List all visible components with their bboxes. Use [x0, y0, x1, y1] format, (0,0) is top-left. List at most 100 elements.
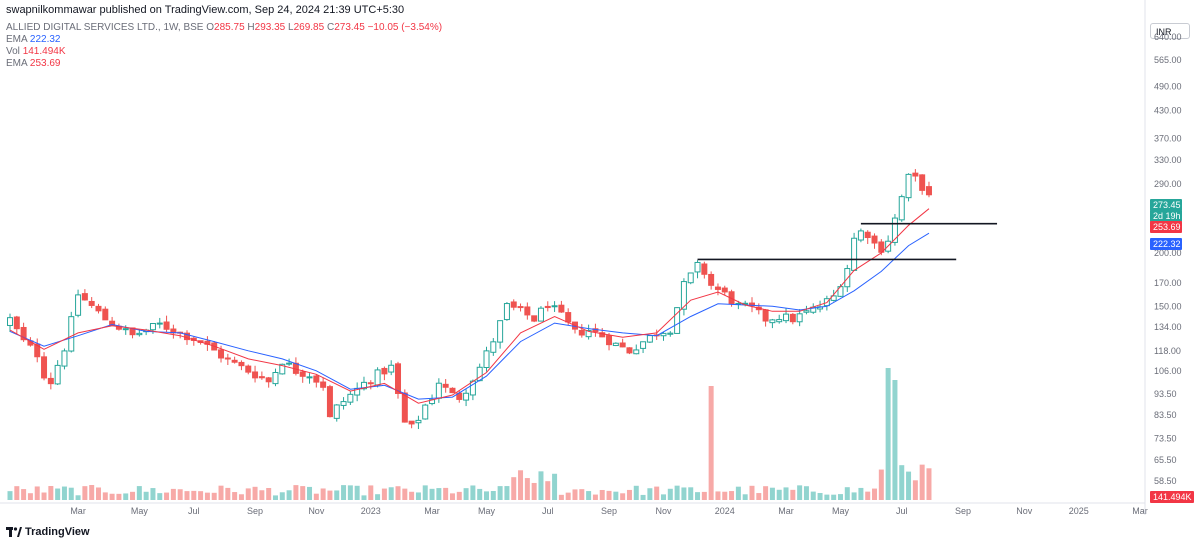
volume-bar	[68, 487, 74, 500]
volume-bar	[95, 487, 101, 500]
currency-selector[interactable]: INR	[1150, 23, 1190, 39]
volume-bar	[415, 492, 421, 500]
legend-ema-slow-label: EMA	[6, 58, 28, 69]
tradingview-logo-text: TradingView	[25, 526, 90, 538]
candle	[612, 342, 619, 347]
volume-bar	[518, 470, 524, 500]
candle	[544, 301, 551, 312]
candle	[95, 303, 102, 314]
volume-bar	[769, 487, 775, 500]
volume-bar	[837, 494, 843, 500]
candle	[388, 360, 395, 376]
volume-bar	[579, 489, 585, 500]
volume-bar	[613, 491, 619, 500]
y-tick-label: 134.00	[1154, 322, 1182, 332]
x-tick-label: May	[131, 506, 149, 516]
volume-bar	[477, 488, 483, 500]
candle	[905, 173, 912, 202]
volume-bar	[89, 485, 95, 500]
candle	[224, 353, 231, 366]
candle	[265, 376, 272, 388]
candle	[898, 194, 905, 222]
x-axis[interactable]: Mar May Jul Sep Nov 2023 Mar May Jul Sep Nov 2024 Ma…	[0, 502, 1148, 516]
y-tick-label: 118.00	[1154, 346, 1181, 356]
candle	[299, 369, 306, 383]
ema-slow-line	[9, 208, 930, 404]
legend-ema-slow-row[interactable]: EMA 253.69	[6, 58, 442, 70]
candle	[170, 324, 177, 339]
candle	[497, 320, 504, 349]
x-tick-label: 2024	[715, 506, 735, 516]
volume-bar	[300, 486, 306, 500]
y-axis[interactable]: 640.00 565.00 490.00 430.00 370.00 330.00 290.…	[1144, 0, 1182, 515]
volume-bar	[919, 464, 925, 500]
candle	[483, 346, 490, 372]
countdown-badge: 2d 19h	[1150, 210, 1182, 222]
candle	[34, 338, 41, 363]
candle	[333, 404, 340, 422]
volume-bar	[470, 485, 476, 500]
legend-symbol: ALLIED DIGITAL SERVICES LTD., 1W, BSE	[6, 22, 204, 33]
candle	[347, 391, 354, 405]
candle	[149, 323, 156, 334]
tradingview-logo-icon	[6, 527, 22, 538]
legend-ema-fast-value: 222.32	[29, 34, 61, 45]
candle	[381, 366, 388, 381]
legend-high-value: 293.35	[254, 22, 286, 33]
candle	[891, 214, 898, 246]
y-tick-label: 565.00	[1154, 55, 1182, 65]
volume-bar	[170, 488, 176, 500]
candle	[320, 377, 327, 391]
volume-bar	[191, 490, 197, 500]
volume-bar	[143, 491, 149, 500]
candle	[667, 331, 674, 337]
legend-low-value: 269.85	[293, 22, 325, 33]
volume-bar	[225, 487, 231, 500]
volume-bar	[375, 494, 381, 500]
y-tick-label: 430.00	[1154, 106, 1182, 116]
volume-bar	[21, 489, 27, 500]
volume-bar	[831, 494, 837, 500]
volume-bar	[218, 485, 224, 500]
volume-bar	[286, 490, 292, 500]
volume-bar	[558, 494, 564, 500]
volume-bar	[422, 485, 428, 500]
legend-volume-row[interactable]: Vol 141.494K	[6, 46, 442, 58]
volume-bar	[844, 487, 850, 500]
candle	[517, 303, 524, 312]
volume-bar	[490, 491, 496, 500]
legend-ohlc-row[interactable]: ALLIED DIGITAL SERVICES LTD., 1W, BSE O2…	[6, 22, 442, 34]
volume-bar	[538, 471, 544, 500]
volume-bar	[674, 485, 680, 500]
volume-bar	[368, 485, 374, 500]
y-tick-label: 106.00	[1154, 366, 1182, 376]
legend-ema-fast-label: EMA	[6, 34, 28, 45]
candle	[851, 232, 858, 271]
volume-bar	[484, 491, 490, 500]
candle	[156, 317, 163, 329]
volume-bar	[456, 491, 462, 500]
tradingview-logo[interactable]: TradingView	[6, 526, 90, 538]
x-tick-label: Nov	[1016, 506, 1033, 516]
candle	[606, 332, 613, 351]
volume-bar	[347, 485, 353, 500]
volume-bar	[715, 491, 721, 500]
volume-bar	[123, 493, 129, 500]
legend-ema-fast-row[interactable]: EMA 222.32	[6, 34, 442, 46]
volume-bar	[402, 488, 408, 500]
volume-bar	[463, 488, 469, 500]
candle	[680, 278, 687, 316]
volume-bar	[82, 486, 88, 500]
volume-bar	[742, 494, 748, 500]
candle	[708, 271, 715, 290]
volume-bar	[341, 485, 347, 500]
candle	[490, 338, 497, 356]
candle	[830, 289, 837, 302]
volume-bar	[926, 468, 932, 500]
volume-bar	[701, 491, 707, 500]
horizontal-levels[interactable]	[697, 222, 998, 261]
x-tick-label: Mar	[424, 506, 440, 516]
volume-bar	[245, 488, 251, 500]
volume-bar	[75, 495, 81, 500]
